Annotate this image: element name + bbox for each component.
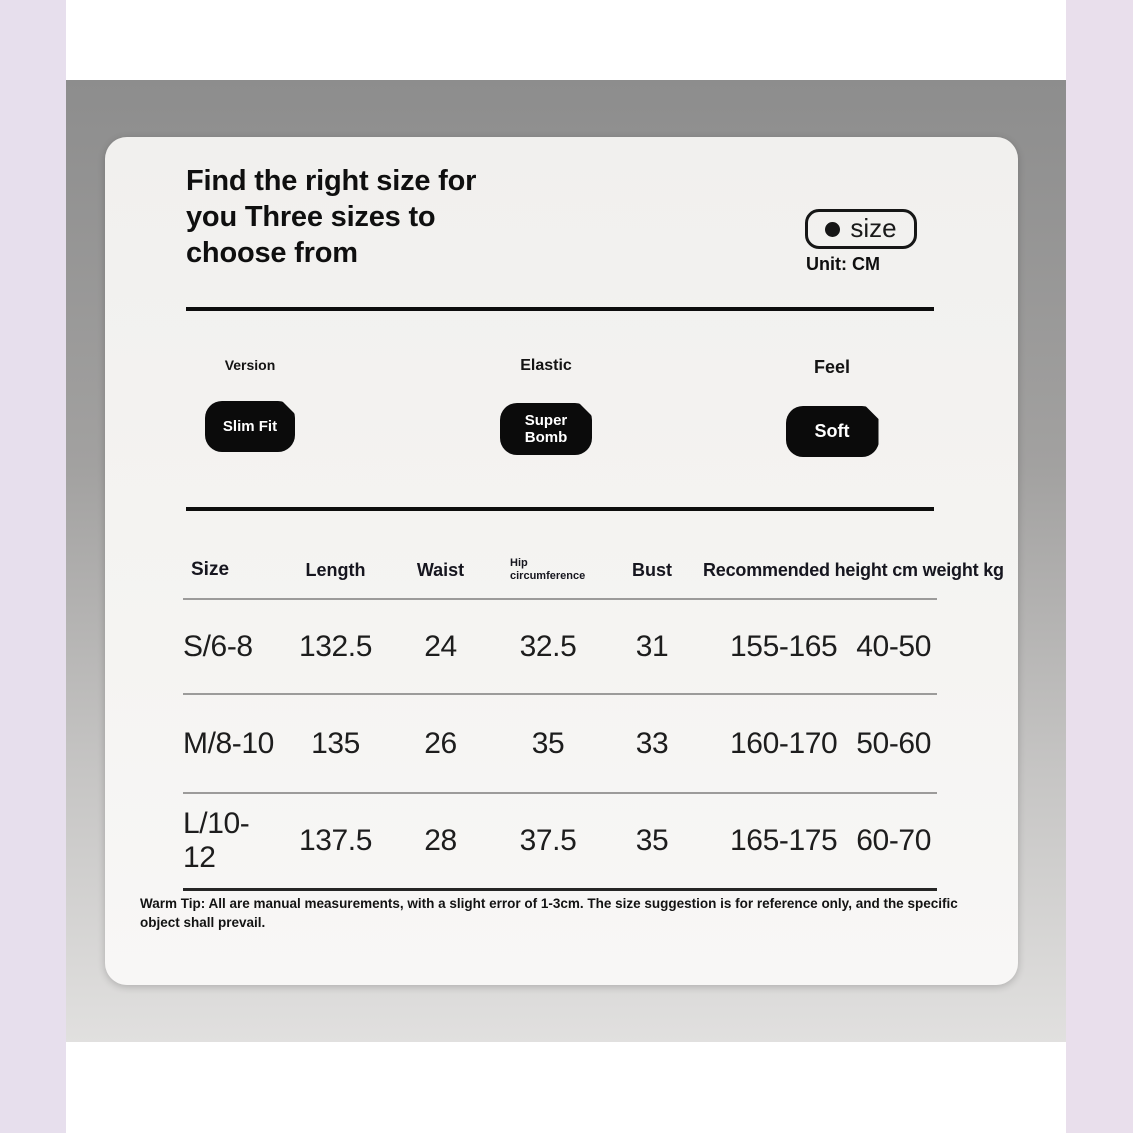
- column-header-size: Size: [191, 559, 230, 580]
- column-header-waist: Waist: [416, 559, 465, 580]
- cell-waist-l: 28: [424, 824, 457, 857]
- table-row-m: M/8-10 135 26 35 33 160-170 50-60: [183, 695, 937, 792]
- cell-length-m: 135: [311, 726, 360, 760]
- warm-tip-note: Warm Tip: All are manual measurements, w…: [140, 896, 958, 930]
- cell-size-m: M/8-10: [183, 726, 274, 760]
- table-bottom-divider: [183, 888, 937, 891]
- title-line-2: you Three sizes to: [186, 201, 436, 233]
- cell-waist-m: 26: [424, 726, 457, 760]
- table-header-row: Size Length Waist Hip circumference Bust…: [183, 542, 1004, 598]
- title-line-3: choose from: [186, 237, 358, 269]
- column-header-recommended: Recommended height cm weight kg: [703, 559, 1004, 580]
- table-divider-3: [183, 792, 937, 794]
- attribute-value-pill-soft: Soft: [786, 406, 879, 457]
- size-table: Size Length Waist Hip circumference Bust…: [183, 542, 1004, 891]
- attribute-value-pill-slim-fit: Slim Fit: [205, 401, 295, 452]
- page-title: Find the right size for you Three sizes …: [186, 163, 476, 271]
- cell-hip-m: 35: [531, 726, 565, 760]
- cell-recommended-s: 155-165 40-50: [730, 629, 931, 663]
- left-lavender-strip: [0, 0, 66, 1133]
- column-header-bust: Bust: [632, 559, 672, 580]
- table-divider-1: [183, 598, 937, 600]
- cell-recommended-l: 165-175 60-70: [730, 824, 931, 857]
- title-line-1: Find the right size for: [186, 165, 477, 197]
- bullet-dot-icon: [825, 221, 841, 237]
- cell-hip-s: 32.5: [519, 629, 577, 663]
- cell-length-s: 132.5: [298, 629, 373, 663]
- cell-size-s: S/6-8: [183, 629, 253, 663]
- cell-bust-s: 31: [635, 629, 669, 663]
- cell-bust-m: 33: [635, 726, 669, 760]
- cell-length-l: 137.5: [298, 824, 373, 857]
- right-lavender-strip: [1066, 0, 1133, 1133]
- table-row-l: L/10-12 137.5 28 37.5 35 165-175 60-70: [183, 794, 937, 888]
- attribute-label-version: Version: [224, 357, 276, 373]
- size-badge: size: [805, 209, 917, 249]
- attribute-value-pill-super-bomb: Super Bomb: [500, 403, 592, 455]
- attribute-label-feel: Feel: [813, 357, 851, 377]
- attribute-label-elastic: Elastic: [520, 357, 572, 374]
- size-chart-card: Find the right size for you Three sizes …: [105, 137, 1018, 985]
- attribute-elastic: Elastic Super Bomb: [446, 357, 646, 455]
- unit-label: Unit: CM: [806, 254, 880, 274]
- cell-hip-l: 37.5: [519, 824, 577, 857]
- column-header-hip-circumference: Hip circumference: [510, 557, 586, 582]
- attribute-feel: Feel Soft: [732, 357, 932, 457]
- attribute-version: Version Slim Fit: [150, 357, 350, 452]
- cell-waist-s: 24: [424, 629, 457, 663]
- table-divider-2: [183, 693, 937, 695]
- cell-size-l: L/10-12: [183, 807, 250, 874]
- table-row-s: S/6-8 132.5 24 32.5 31 155-165 40-50: [183, 600, 937, 693]
- cell-bust-l: 35: [635, 824, 669, 857]
- divider-under-attributes: [186, 507, 934, 511]
- size-badge-label: size: [850, 212, 897, 243]
- divider-under-title: [186, 307, 934, 311]
- cell-recommended-m: 160-170 50-60: [730, 726, 931, 760]
- column-header-length: Length: [305, 559, 366, 580]
